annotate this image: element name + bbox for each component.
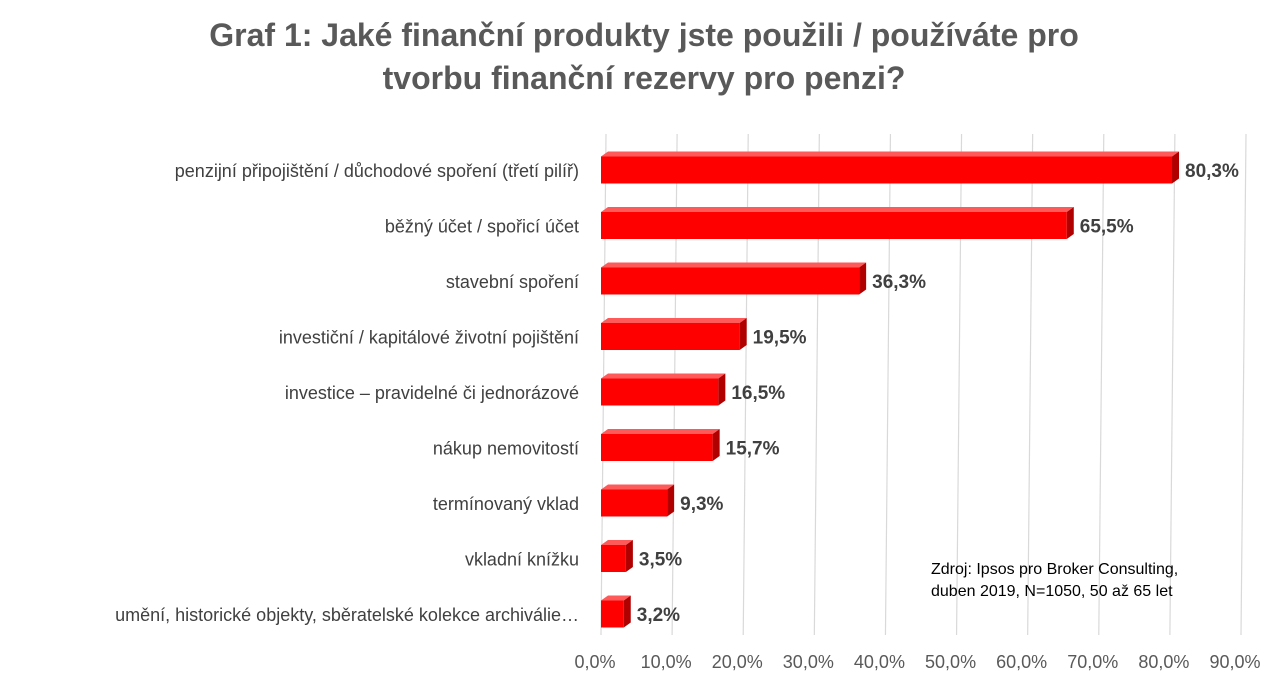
x-tick-label: 0,0% xyxy=(574,652,615,672)
bar-top-face xyxy=(601,207,1074,212)
x-tick-label: 30,0% xyxy=(783,652,834,672)
bar-top-face xyxy=(601,429,720,434)
bar-side-face xyxy=(739,318,747,350)
source-line-1: Zdroj: Ipsos pro Broker Consulting, xyxy=(931,561,1179,578)
bar-2 xyxy=(601,262,867,295)
chart-title: Graf 1: Jaké finanční produkty jste použ… xyxy=(0,14,1288,100)
value-label: 3,2% xyxy=(637,605,680,626)
gridline-8 xyxy=(1169,133,1176,636)
category-label: stavební spoření xyxy=(446,272,579,292)
bar-top-face xyxy=(601,373,726,379)
bar-1 xyxy=(601,207,1074,239)
bar-0 xyxy=(601,151,1180,184)
bar-4 xyxy=(601,373,726,406)
x-tick-label: 50,0% xyxy=(925,652,976,672)
bar-8 xyxy=(601,595,631,628)
bar-front-face xyxy=(601,156,1173,184)
bar-side-face xyxy=(712,429,720,461)
category-label: penzijní připojištění / důchodové spořen… xyxy=(175,161,579,181)
gridline-9 xyxy=(1240,133,1247,636)
value-label: 15,7% xyxy=(726,439,780,460)
bars xyxy=(601,151,1180,628)
bar-6 xyxy=(601,484,675,517)
bar-side-face xyxy=(1066,207,1074,239)
bar-top-face xyxy=(601,151,1180,157)
x-tick-label: 20,0% xyxy=(712,652,763,672)
category-label: běžný účet / spořicí účet xyxy=(385,217,579,237)
x-tick-label: 10,0% xyxy=(641,652,692,672)
bar-side-face xyxy=(623,595,631,628)
value-label: 80,3% xyxy=(1185,161,1239,182)
x-tick-label: 70,0% xyxy=(1067,652,1118,672)
source-note: Zdroj: Ipsos pro Broker Consulting, dube… xyxy=(931,559,1178,603)
bar-front-face xyxy=(601,489,668,517)
category-label: vkladní knížku xyxy=(465,550,579,570)
x-tick-label: 60,0% xyxy=(996,652,1047,672)
value-label: 65,5% xyxy=(1080,217,1134,238)
category-label: termínovaný vklad xyxy=(433,494,579,514)
bar-front-face xyxy=(601,545,626,572)
chart-title-line-1: Graf 1: Jaké finanční produkty jste použ… xyxy=(209,17,1079,53)
bar-side-face xyxy=(1172,151,1180,184)
bar-front-face xyxy=(601,323,740,350)
x-axis-tick-labels: 0,0% 10,0% 20,0% 30,0% 40,0% 50,0% 60,0% 70,0% 8… xyxy=(574,652,1260,672)
value-label: 3,5% xyxy=(639,550,682,571)
bar-top-face xyxy=(601,262,867,268)
value-labels: 80,3% 65,5% 36,3% 19,5% 16,5% 15,7% 9,3% 3,5% 3,… xyxy=(637,161,1239,626)
value-label: 16,5% xyxy=(731,383,785,404)
source-line-2: duben 2019, N=1050, 50 až 65 let xyxy=(931,583,1173,600)
bar-side-face xyxy=(859,262,867,295)
x-tick-label: 90,0% xyxy=(1209,652,1260,672)
chart-title-line-2: tvorbu finanční rezervy pro penzi? xyxy=(382,60,906,96)
gridline-7 xyxy=(1098,133,1105,636)
value-label: 19,5% xyxy=(753,328,807,349)
category-label: nákup nemovitostí xyxy=(433,439,579,459)
bar-side-face xyxy=(667,484,675,517)
bar-front-face xyxy=(601,378,719,406)
category-label: investiční / kapitálové životní pojištěn… xyxy=(279,328,579,348)
bar-front-face xyxy=(601,212,1067,239)
bar-front-face xyxy=(601,267,860,295)
category-labels: penzijní připojištění / důchodové spořen… xyxy=(115,161,579,625)
bar-3 xyxy=(601,318,747,350)
x-tick-label: 40,0% xyxy=(854,652,905,672)
bar-top-face xyxy=(601,595,631,601)
bar-side-face xyxy=(625,540,633,572)
bar-front-face xyxy=(601,600,624,628)
x-tick-label: 80,0% xyxy=(1138,652,1189,672)
category-label: umění, historické objekty, sběratelské k… xyxy=(115,605,579,625)
bar-top-face xyxy=(601,484,675,490)
bar-top-face xyxy=(601,318,747,323)
value-label: 36,3% xyxy=(872,272,926,293)
bar-5 xyxy=(601,429,720,461)
bar-top-face xyxy=(601,540,633,545)
category-label: investice – pravidelné či jednorázové xyxy=(285,383,579,403)
bar-front-face xyxy=(601,434,713,461)
value-label: 9,3% xyxy=(680,494,723,515)
bar-7 xyxy=(601,540,633,572)
bar-side-face xyxy=(718,373,726,406)
